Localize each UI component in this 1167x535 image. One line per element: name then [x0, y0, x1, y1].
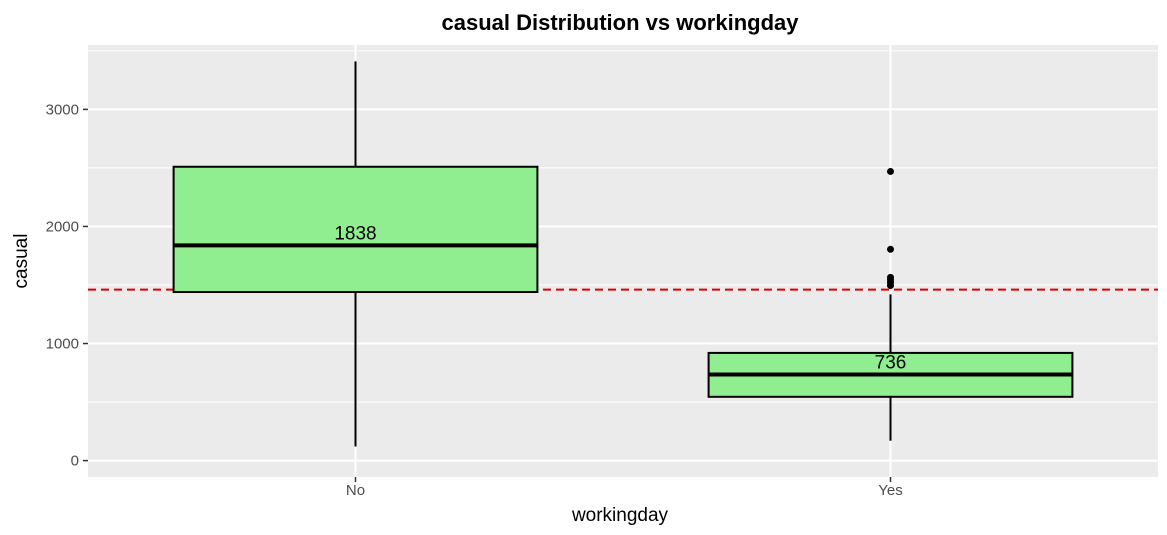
boxes-layer: 1838 736 — [172, 61, 1074, 447]
y-tick-label: 2000 — [46, 218, 79, 235]
x-axis: No Yes — [346, 477, 903, 499]
median-label: 736 — [875, 352, 907, 373]
x-axis-title: workingday — [571, 505, 669, 526]
y-axis-title: casual — [11, 234, 32, 289]
box-iqr — [172, 165, 539, 294]
y-tick-label: 0 — [71, 453, 79, 470]
box-yes: 736 — [707, 167, 1074, 441]
box-no: 1838 — [172, 61, 539, 447]
y-tick-label: 3000 — [46, 101, 79, 118]
outlier-point — [887, 167, 894, 175]
y-tick-label: 1000 — [46, 336, 79, 353]
x-tick-label: Yes — [878, 482, 902, 499]
median-label: 1838 — [334, 223, 376, 244]
x-tick-label: No — [346, 482, 365, 499]
y-axis: 0 1000 2000 3000 — [46, 101, 88, 470]
chart-title: casual Distribution vs workingday — [442, 10, 800, 35]
outlier-point — [887, 245, 894, 253]
outlier-point — [887, 282, 894, 290]
